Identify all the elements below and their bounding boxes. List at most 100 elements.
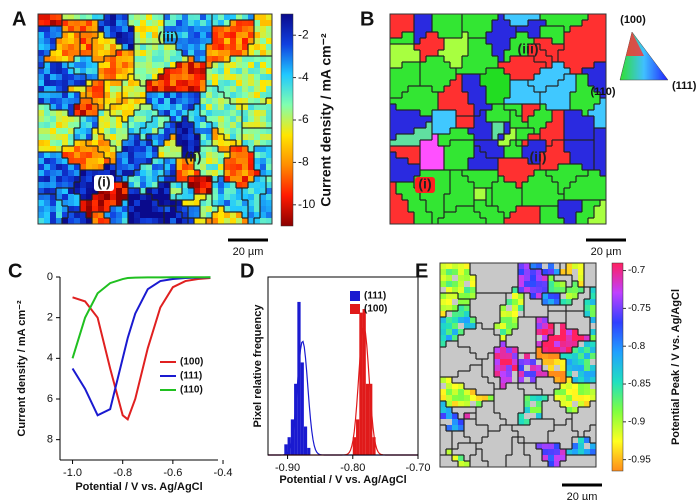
- map-cell: [80, 206, 87, 213]
- map-cell: [500, 371, 507, 378]
- map-cell: [516, 206, 523, 213]
- map-cell: [594, 212, 601, 219]
- map-cell: [140, 26, 147, 33]
- map-cell: [524, 383, 531, 390]
- map-cell: [38, 194, 45, 201]
- map-cell: [518, 341, 525, 348]
- map-cell: [450, 86, 457, 93]
- map-cell: [396, 62, 403, 69]
- map-cell: [498, 158, 505, 165]
- map-cell: [248, 164, 255, 171]
- map-cell: [182, 212, 189, 219]
- map-cell: [146, 122, 153, 129]
- map-cell: [578, 371, 585, 378]
- map-cell: [444, 182, 451, 189]
- map-cell: [62, 110, 69, 117]
- map-cell: [464, 437, 471, 444]
- map-cell: [194, 176, 201, 183]
- map-cell: [212, 134, 219, 141]
- map-cell: [464, 395, 471, 402]
- map-cell: [578, 305, 585, 312]
- map-cell: [540, 140, 547, 147]
- map-cell: [512, 347, 519, 354]
- map-cell: [518, 455, 525, 462]
- map-cell: [128, 68, 135, 75]
- map-cell: [446, 413, 453, 420]
- map-cell: [164, 206, 171, 213]
- map-cell: [44, 32, 51, 39]
- map-cell: [188, 140, 195, 147]
- map-cell: [128, 74, 135, 81]
- map-cell: [182, 200, 189, 207]
- map-cell: [152, 170, 159, 177]
- map-cell: [260, 38, 267, 45]
- map-cell: [218, 164, 225, 171]
- map-cell: [74, 188, 81, 195]
- map-cell: [554, 401, 561, 408]
- map-cell: [396, 194, 403, 201]
- map-cell: [554, 407, 561, 414]
- map-cell: [68, 116, 75, 123]
- map-cell: [494, 377, 501, 384]
- map-cell: [560, 341, 567, 348]
- map-cell: [200, 128, 207, 135]
- map-cell: [80, 80, 87, 87]
- map-cell: [600, 44, 607, 51]
- map-cell: [512, 437, 519, 444]
- map-cell: [194, 152, 201, 159]
- map-cell: [50, 212, 57, 219]
- map-cell: [194, 62, 201, 69]
- map-cell: [396, 20, 403, 27]
- map-cell: [548, 389, 555, 396]
- map-cell: [140, 98, 147, 105]
- map-cell: [50, 188, 57, 195]
- map-cell: [188, 146, 195, 153]
- map-cell: [38, 164, 45, 171]
- map-cell: [86, 218, 93, 225]
- map-cell: [594, 50, 601, 57]
- map-cell: [218, 200, 225, 207]
- map-cell: [590, 407, 597, 414]
- map-cell: [86, 152, 93, 159]
- map-cell: [152, 188, 159, 195]
- map-cell: [534, 194, 541, 201]
- map-cell: [560, 287, 567, 294]
- map-cell: [530, 383, 537, 390]
- map-cell: [498, 110, 505, 117]
- map-cell: [464, 287, 471, 294]
- map-cell: [480, 110, 487, 117]
- map-cell: [152, 74, 159, 81]
- map-cell: [164, 140, 171, 147]
- map-cell: [438, 86, 445, 93]
- map-cell: [590, 353, 597, 360]
- map-cell: [576, 182, 583, 189]
- map-cell: [470, 269, 477, 276]
- map-cell: [480, 104, 487, 111]
- map-cell: [540, 176, 547, 183]
- map-cell: [488, 269, 495, 276]
- map-cell: [594, 170, 601, 177]
- map-cell: [408, 194, 415, 201]
- map-cell: [194, 56, 201, 63]
- map-cell: [488, 413, 495, 420]
- map-cell: [522, 80, 529, 87]
- map-cell: [80, 104, 87, 111]
- map-cell: [444, 158, 451, 165]
- map-cell: [248, 26, 255, 33]
- map-cell: [86, 122, 93, 129]
- map-cell: [446, 461, 453, 468]
- map-cell: [390, 14, 397, 21]
- map-cell: [74, 26, 81, 33]
- map-cell: [158, 38, 165, 45]
- map-cell: [582, 158, 589, 165]
- map-cell: [146, 68, 153, 75]
- map-cell: [450, 182, 457, 189]
- map-cell: [464, 317, 471, 324]
- map-cell: [104, 134, 111, 141]
- map-cell: [158, 86, 165, 93]
- map-cell: [426, 110, 433, 117]
- map-cell: [158, 104, 165, 111]
- map-cell: [584, 419, 591, 426]
- map-cell: [86, 158, 93, 165]
- map-cell: [86, 200, 93, 207]
